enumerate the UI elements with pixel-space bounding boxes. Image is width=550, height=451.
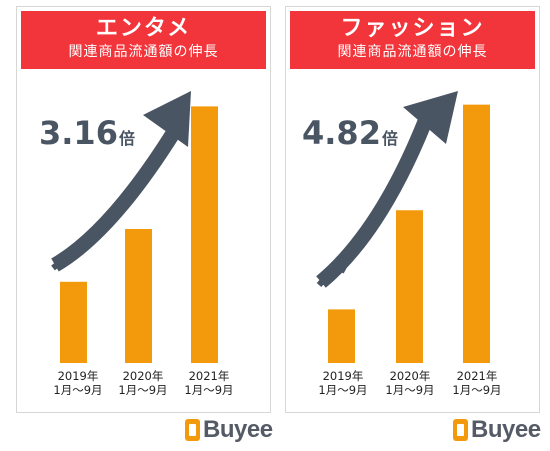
buyee-logo: Buyee — [453, 413, 541, 447]
bar — [463, 104, 490, 363]
chart-card-fashion: ファッション 関連商品流通額の伸長 4.82倍 2019年 1月〜9月 2020年… — [285, 6, 540, 413]
bar-chart-fashion: 4.82倍 — [302, 91, 490, 363]
bar — [60, 281, 87, 363]
buyee-logo-text: Buyee — [203, 416, 273, 443]
growth-arrow-tail — [316, 254, 351, 287]
chart-card-entertainment: エンタメ 関連商品流通額の伸長 3.16倍 2019年 1月〜9月 2020年 1月… — [16, 6, 271, 413]
chart-banner: エンタメ 関連商品流通額の伸長 — [21, 11, 266, 69]
bar — [125, 229, 152, 363]
growth-annotation: 3.16倍 — [39, 114, 135, 152]
growth-arrow-head — [403, 91, 458, 144]
bar-chart-entertainment: 3.16倍 — [39, 91, 218, 364]
x-tick-label: 2020年 1月〜9月 — [118, 369, 168, 397]
bar — [328, 309, 355, 363]
x-tick-label: 2019年 1月〜9月 — [53, 369, 103, 397]
bar — [396, 210, 423, 363]
chart-title: ファッション — [340, 16, 485, 41]
x-tick-label: 2021年 1月〜9月 — [452, 369, 502, 397]
x-tick-label: 2020年 1月〜9月 — [385, 369, 435, 397]
x-tick-label: 2021年 1月〜9月 — [184, 369, 234, 397]
bar — [191, 106, 218, 364]
growth-arrow-tail — [51, 245, 83, 271]
chart-title: エンタメ — [95, 16, 192, 41]
growth-annotation: 4.82倍 — [302, 114, 398, 152]
buyee-logo-icon — [185, 419, 200, 441]
buyee-logo: Buyee — [185, 413, 273, 447]
x-tick-label: 2019年 1月〜9月 — [318, 369, 368, 397]
buyee-logo-icon — [453, 419, 468, 441]
buyee-logo-text: Buyee — [471, 416, 541, 443]
growth-arrow-head — [143, 91, 191, 147]
chart-subtitle: 関連商品流通額の伸長 — [68, 44, 219, 60]
chart-banner: ファッション 関連商品流通額の伸長 — [290, 11, 535, 69]
chart-subtitle: 関連商品流通額の伸長 — [337, 44, 488, 60]
